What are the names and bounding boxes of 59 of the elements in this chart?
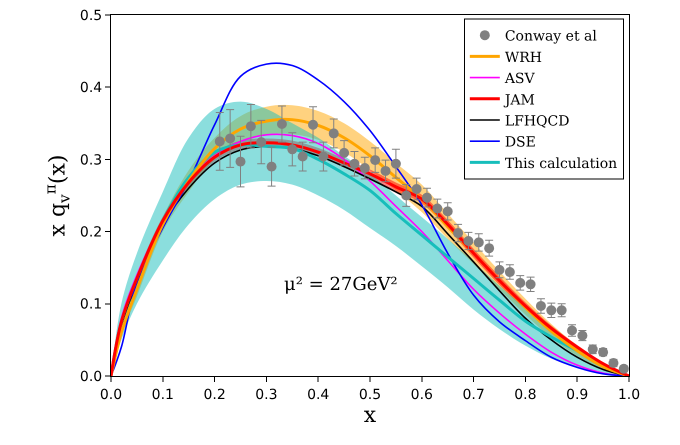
point	[287, 144, 298, 154]
point	[484, 243, 494, 254]
point	[526, 279, 536, 290]
y-tick-label: 0.0	[80, 368, 102, 385]
point	[380, 166, 391, 176]
legend-label: WRH	[504, 50, 542, 66]
point	[370, 155, 380, 166]
x-tick-label: 0.7	[462, 386, 485, 403]
point	[515, 278, 526, 288]
x-tick-label: 0.1	[152, 386, 174, 403]
point	[298, 152, 308, 162]
point	[266, 162, 277, 172]
x-axis-title: x	[364, 402, 377, 428]
point	[536, 300, 546, 311]
legend-label: ASV	[504, 71, 536, 88]
x-tick-label: 0.3	[255, 386, 278, 403]
point	[308, 120, 318, 130]
point	[442, 206, 453, 216]
point	[494, 264, 504, 275]
x-tick-label: 0.4	[307, 386, 330, 403]
point	[546, 305, 556, 316]
point	[504, 267, 515, 278]
x-tick-label: 0.8	[514, 386, 537, 403]
point	[214, 136, 225, 146]
legend-label: JAM	[502, 92, 535, 108]
point	[474, 237, 484, 248]
point	[349, 158, 360, 169]
point	[236, 156, 246, 167]
legend-label: DSE	[504, 134, 536, 151]
y-tick-label: 0.3	[80, 152, 102, 168]
point	[422, 192, 432, 203]
x-tick-label: 0.9	[566, 386, 588, 403]
x-tick-label: 0.2	[203, 386, 226, 403]
point	[225, 133, 236, 144]
point	[339, 148, 350, 158]
x-tick-label: 0.5	[358, 386, 382, 403]
y-tick-label: 0.4	[80, 80, 102, 96]
point	[463, 236, 474, 246]
legend-label: This calculation	[504, 156, 618, 172]
point	[412, 184, 422, 194]
point	[276, 119, 287, 130]
point	[453, 228, 464, 238]
annotation: μ² = 27GeV²	[284, 274, 398, 295]
point	[390, 158, 401, 169]
x-tick-label: 1.0	[618, 386, 640, 403]
point	[246, 121, 256, 132]
legend-label: LFHQCD	[504, 113, 570, 130]
point	[401, 190, 412, 200]
y-tick-label: 0.1	[80, 296, 102, 313]
x-tick-label: 0.6	[410, 386, 434, 403]
point	[256, 137, 266, 148]
x-tick-label: 0.0	[100, 386, 122, 403]
point	[328, 128, 339, 138]
y-tick-label: 0.5	[80, 8, 102, 24]
point	[318, 152, 328, 162]
point	[360, 163, 370, 174]
legend-label: Conway et al	[504, 28, 598, 45]
point	[432, 204, 442, 214]
y-tick-label: 0.2	[80, 224, 102, 240]
